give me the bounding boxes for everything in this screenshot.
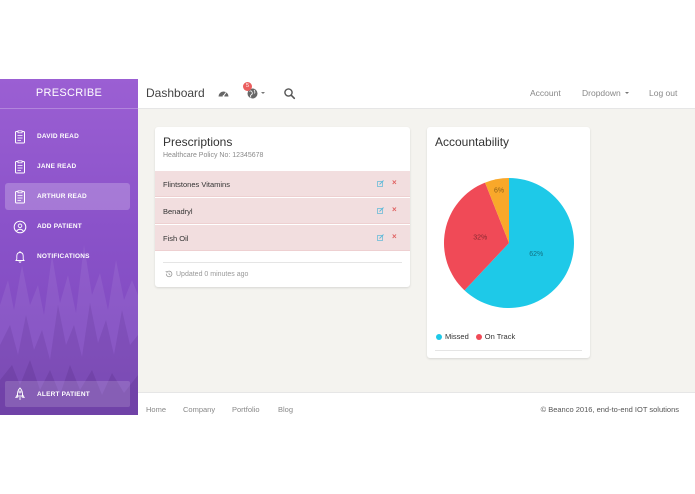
pie-slice	[464, 178, 574, 308]
sidebar-item-arthur-read[interactable]: ARTHUR READ	[5, 183, 130, 210]
history-icon	[165, 270, 173, 278]
edit-icon[interactable]	[377, 234, 384, 241]
chevron-down-icon[interactable]	[261, 92, 265, 94]
bell-icon	[13, 250, 27, 264]
edit-icon[interactable]	[377, 180, 384, 187]
edit-icon[interactable]	[377, 207, 384, 214]
sidebar-item-add-patient[interactable]: ADD PATIENT	[5, 213, 130, 240]
prescription-name: Fish Oil	[163, 234, 189, 243]
search-icon[interactable]	[283, 87, 296, 100]
legend-label-on-track: On Track	[484, 332, 516, 341]
last-updated: Updated 0 minutes ago	[165, 270, 248, 278]
footer: Home Company Portfolio Blog © Beanco 201…	[138, 392, 695, 415]
forest-background	[0, 245, 138, 415]
clipboard-icon	[13, 129, 27, 144]
footer-link-blog[interactable]: Blog	[278, 405, 294, 414]
card-divider	[163, 262, 402, 263]
sidebar-item-jane-read[interactable]: JANE READ	[5, 153, 130, 180]
footer-link-company[interactable]: Company	[183, 405, 216, 414]
prescriptions-card: Prescriptions Healthcare Policy No: 1234…	[155, 127, 410, 287]
sidebar-item-david-read[interactable]: DAVID READ	[5, 123, 130, 150]
delete-icon[interactable]: ×	[392, 205, 397, 214]
delete-icon[interactable]: ×	[392, 232, 397, 241]
top-navbar: Dashboard 5 Account Dropdown Log out	[138, 79, 695, 109]
prescription-row[interactable]: Flintstones Vitamins ×	[155, 171, 410, 197]
accountability-title: Accountability	[435, 135, 510, 149]
legend-swatch-on-track	[475, 333, 482, 340]
prescription-name: Flintstones Vitamins	[163, 180, 230, 189]
prescription-row[interactable]: Fish Oil ×	[155, 225, 410, 251]
sidebar-item-label: NOTIFICATIONS	[37, 253, 90, 260]
logout-link[interactable]: Log out	[649, 88, 678, 98]
delete-icon[interactable]: ×	[392, 178, 397, 187]
page-title: Dashboard	[146, 86, 205, 100]
policy-number: Healthcare Policy No: 12345678	[163, 152, 264, 159]
chart-legend: Missed On Track	[436, 332, 522, 341]
accountability-card: Accountability 62% 32% 6% Missed On Track	[427, 127, 590, 358]
prescriptions-title: Prescriptions	[163, 135, 233, 149]
sidebar-item-label: JANE READ	[37, 163, 77, 170]
sidebar: PRESCRIBE DAVID READ JANE READ ARTHUR RE…	[0, 79, 138, 415]
legend-label-missed: Missed	[445, 332, 469, 341]
sidebar-item-label: ARTHUR READ	[37, 193, 87, 200]
prescription-name: Benadryl	[163, 207, 193, 216]
dashboard-gauge-icon[interactable]	[217, 87, 230, 100]
copyright: © Beanco 2016, end-to-end IOT solutions	[540, 405, 679, 414]
sidebar-item-notifications[interactable]: NOTIFICATIONS	[5, 243, 130, 270]
notification-badge: 5	[243, 82, 252, 91]
rocket-icon	[13, 387, 27, 401]
footer-link-home[interactable]: Home	[146, 405, 167, 414]
clipboard-icon	[13, 189, 27, 204]
sidebar-item-label: DAVID READ	[37, 133, 79, 140]
chevron-down-icon[interactable]	[625, 92, 629, 94]
legend-swatch-missed	[436, 333, 442, 340]
sidebar-nav: DAVID READ JANE READ ARTHUR READ ADD PAT…	[0, 123, 138, 273]
pie-slice	[485, 178, 509, 243]
dropdown-menu[interactable]: Dropdown	[582, 88, 621, 98]
globe-icon[interactable]	[246, 87, 259, 100]
accountability-pie-chart: 62% 32% 6%	[444, 178, 574, 308]
brand-title[interactable]: PRESCRIBE	[0, 79, 138, 109]
alert-patient-label: ALERT PATIENT	[37, 390, 90, 398]
card-divider	[435, 350, 582, 351]
clipboard-icon	[13, 159, 27, 174]
account-link[interactable]: Account	[530, 88, 561, 98]
sidebar-item-label: ADD PATIENT	[37, 223, 82, 230]
footer-link-portfolio[interactable]: Portfolio	[232, 405, 260, 414]
pie-slice	[444, 182, 509, 291]
alert-patient-button[interactable]: ALERT PATIENT	[5, 381, 130, 407]
pie-slice-label: 32%	[473, 235, 487, 242]
pie-slice-label: 6%	[494, 188, 504, 195]
updated-text: Updated 0 minutes ago	[176, 270, 249, 278]
app-shell: PRESCRIBE DAVID READ JANE READ ARTHUR RE…	[0, 79, 695, 415]
prescription-row[interactable]: Benadryl ×	[155, 198, 410, 224]
user-add-icon	[13, 220, 27, 234]
pie-slice-label: 62%	[529, 251, 543, 258]
